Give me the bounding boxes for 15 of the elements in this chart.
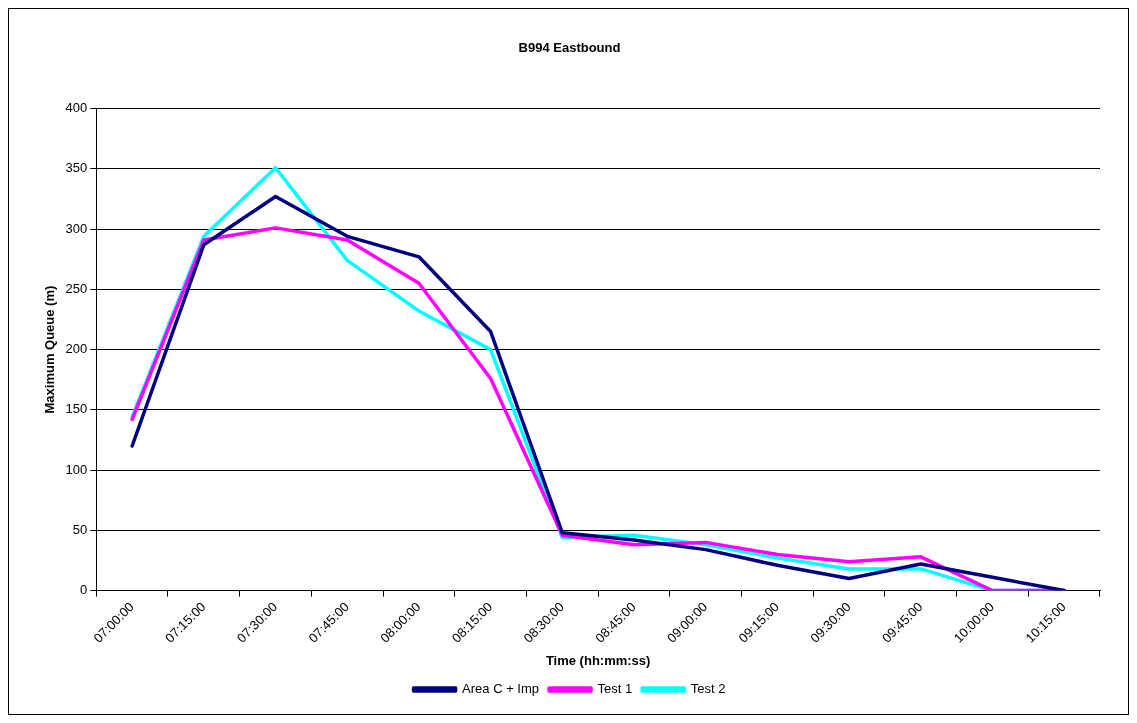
y-axis-title: Maximum Queue (m) xyxy=(42,285,58,414)
y-tick-label: 200 xyxy=(65,341,88,357)
y-tick-label: 350 xyxy=(65,160,88,176)
x-axis-title: Time (hh:mm:ss) xyxy=(545,652,651,668)
legend-label: Test 2 xyxy=(690,681,726,697)
y-tick-label: 0 xyxy=(80,582,88,598)
legend-label: Area C + Imp xyxy=(462,681,540,697)
legend-label: Test 1 xyxy=(597,681,633,697)
y-tick-label: 50 xyxy=(72,521,88,537)
y-tick-label: 150 xyxy=(65,401,88,417)
y-tick-label: 100 xyxy=(65,461,88,477)
y-tick-label: 300 xyxy=(65,220,88,236)
chart-title: B994 Eastbound xyxy=(518,40,621,56)
y-tick-label: 250 xyxy=(65,280,88,296)
y-tick-label: 400 xyxy=(65,100,88,116)
